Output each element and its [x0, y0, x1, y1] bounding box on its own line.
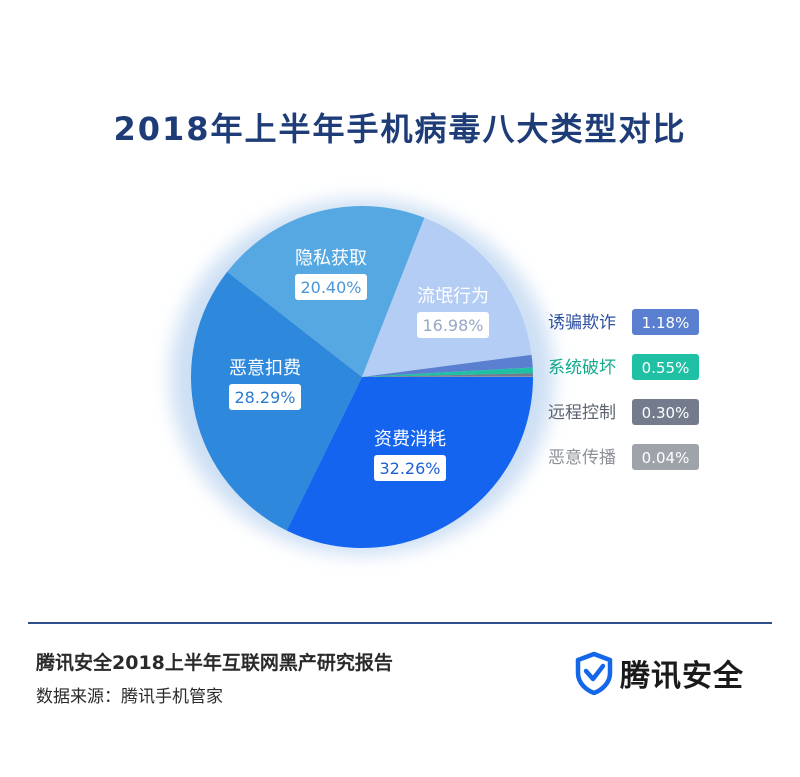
legend-value-badge — [632, 444, 699, 470]
legend-label: 远程控制 — [548, 403, 616, 423]
pie-inner-labels: 资费消耗 32.26% 恶意扣费 28.29% 隐私获取 20.40% 流氓行为 16.98% — [229, 248, 489, 481]
slice-name-label: 隐私获取 — [295, 248, 367, 269]
report-title: 腾讯安全2018上半年互联网黑产研究报告 — [36, 652, 393, 674]
slice-value-badge — [417, 312, 489, 338]
slice-value-label: 32.26% — [379, 459, 440, 478]
pie-chart: 资费消耗 32.26% 恶意扣费 28.29% 隐私获取 20.40% 流氓行为 16.98%… — [170, 199, 699, 555]
chart-title: 2018年上半年手机病毒八大类型对比 — [113, 110, 687, 148]
legend-label: 恶意传播 — [548, 448, 616, 468]
legend-label: 系统破坏 — [548, 358, 616, 378]
brand-logo: 腾讯安全 — [574, 651, 744, 695]
pie-slice — [362, 217, 532, 377]
footer-divider — [28, 622, 772, 624]
legend-value-badge — [632, 309, 699, 335]
pie-slice — [362, 354, 533, 377]
slice-value-badge — [295, 274, 367, 300]
pie-slice — [362, 373, 533, 377]
slice-name-label: 资费消耗 — [374, 429, 446, 450]
brand-name: 腾讯安全 — [620, 659, 744, 694]
legend-value-label: 1.18% — [642, 314, 690, 332]
legend-value-label: 0.55% — [642, 359, 690, 377]
data-source: 数据来源：腾讯手机管家 — [36, 687, 223, 707]
legend-value-badge — [632, 399, 699, 425]
slice-value-label: 20.40% — [300, 278, 361, 297]
slice-value-label: 16.98% — [422, 316, 483, 335]
legend-value-label: 0.30% — [642, 404, 690, 422]
legend-label: 诱骗欺诈 — [548, 313, 616, 333]
pie-legend: 诱骗欺诈 1.18% 系统破坏 0.55% 远程控制 0.30% 恶意传播 0.04% — [548, 309, 699, 470]
legend-value-label: 0.04% — [642, 449, 690, 467]
pie-slice — [362, 367, 533, 377]
slice-value-badge — [374, 455, 446, 481]
slice-name-label: 恶意扣费 — [229, 358, 301, 379]
legend-value-badge — [632, 354, 699, 380]
slice-value-badge — [229, 384, 301, 410]
slice-value-label: 28.29% — [234, 388, 295, 407]
shield-check-icon — [575, 651, 613, 695]
slice-name-label: 流氓行为 — [417, 286, 489, 307]
